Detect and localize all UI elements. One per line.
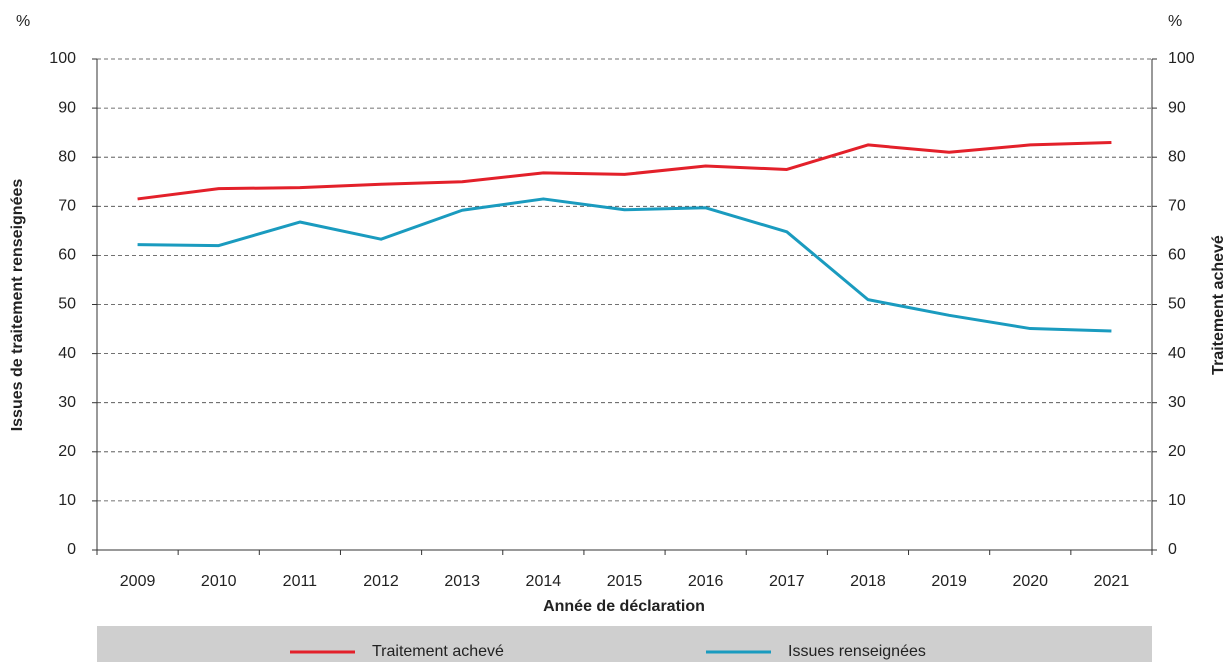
y-tick-label: 80 <box>58 148 76 165</box>
y-tick-label: 20 <box>58 443 76 460</box>
x-tick-label: 2020 <box>1012 573 1048 590</box>
y2-tick-label: 40 <box>1168 345 1186 362</box>
legend-label: Traitement achevé <box>372 643 504 660</box>
x-tick-label: 2017 <box>769 573 805 590</box>
x-tick-label: 2009 <box>120 573 156 590</box>
y-tick-label: 40 <box>58 345 76 362</box>
y2-tick-label: 0 <box>1168 541 1177 558</box>
series-line <box>137 140 1112 201</box>
y-tick-label: 30 <box>58 394 76 411</box>
y2-tick-label: 50 <box>1168 296 1186 313</box>
x-tick-label: 2019 <box>931 573 967 590</box>
y2-tick-label: 70 <box>1168 198 1186 215</box>
y-unit: % <box>16 13 30 30</box>
y2-tick-label: 90 <box>1168 99 1186 116</box>
x-tick-label: 2011 <box>283 573 318 590</box>
x-tick-label: 2014 <box>526 573 562 590</box>
y-tick-label: 90 <box>58 99 76 116</box>
y2-tick-label: 60 <box>1168 247 1186 264</box>
y-tick-label: 50 <box>58 296 76 313</box>
y-tick-label: 60 <box>58 247 76 264</box>
series-line <box>137 197 1112 333</box>
y2-tick-label: 100 <box>1168 50 1195 67</box>
legend-label: Issues renseignées <box>788 643 926 660</box>
y2-unit: % <box>1168 13 1182 30</box>
y2-tick-label: 80 <box>1168 148 1186 165</box>
x-tick-label: 2021 <box>1094 573 1130 590</box>
x-axis-title: Année de déclaration <box>543 598 705 615</box>
y2-axis-title: Traitement achevé <box>1210 235 1227 375</box>
y2-tick-label: 30 <box>1168 394 1186 411</box>
y-tick-label: 70 <box>58 198 76 215</box>
x-tick-label: 2012 <box>363 573 399 590</box>
y-axis-title: Issues de traitement renseignées <box>9 179 26 432</box>
x-tick-label: 2016 <box>688 573 724 590</box>
x-tick-label: 2013 <box>444 573 480 590</box>
y2-tick-label: 20 <box>1168 443 1186 460</box>
y-tick-label: 100 <box>49 50 76 67</box>
y2-tick-label: 10 <box>1168 492 1186 509</box>
x-tick-label: 2018 <box>850 573 886 590</box>
y-tick-label: 0 <box>67 541 76 558</box>
x-tick-label: 2015 <box>607 573 643 590</box>
legend-background <box>97 626 1152 662</box>
y-tick-label: 10 <box>58 492 76 509</box>
x-tick-label: 2010 <box>201 573 237 590</box>
